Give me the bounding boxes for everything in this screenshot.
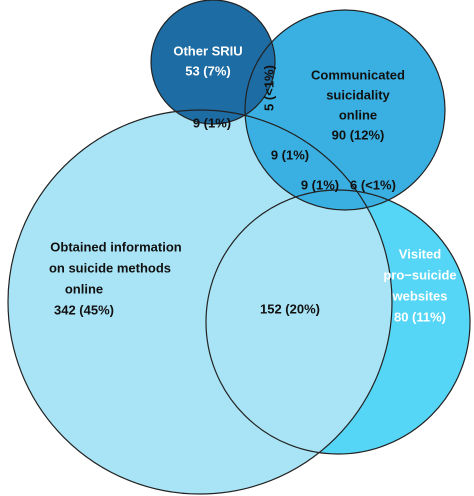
set-label: Other SRIU [173,43,242,58]
overlap-count: 152 (20%) [260,301,320,316]
overlap-count: 6 (<1%) [350,177,396,192]
other-sriu-circle [151,0,275,124]
overlap-count: 9 (1%) [271,147,309,162]
set-label: online [65,281,103,296]
set-count: 342 (45%) [54,302,114,317]
other-sriu-outline [150,0,276,125]
communicated-outline [244,9,446,211]
set-label: pro−suicide [383,267,456,282]
overlap-count: 5 (<1%) [261,65,276,111]
set-count: 80 (11%) [394,309,446,324]
set-count: 90 (12%) [332,127,385,142]
obtained-circle [8,110,392,494]
set-label: on suicide methods [49,260,171,275]
set-label: Visited [399,246,441,261]
set-label: suicidality [326,87,390,102]
overlap-count: 9 (1%) [193,115,231,130]
set-label: websites [392,288,448,303]
set-label: Communicated [311,67,405,82]
set-count: 53 (7%) [185,63,231,78]
set-label: online [339,107,377,122]
obtained-outline [7,109,393,495]
set-label: Obtained information [50,239,182,254]
overlap-count: 9 (1%) [301,177,339,192]
communicated-circle [245,10,445,210]
visited-outline [205,189,471,455]
